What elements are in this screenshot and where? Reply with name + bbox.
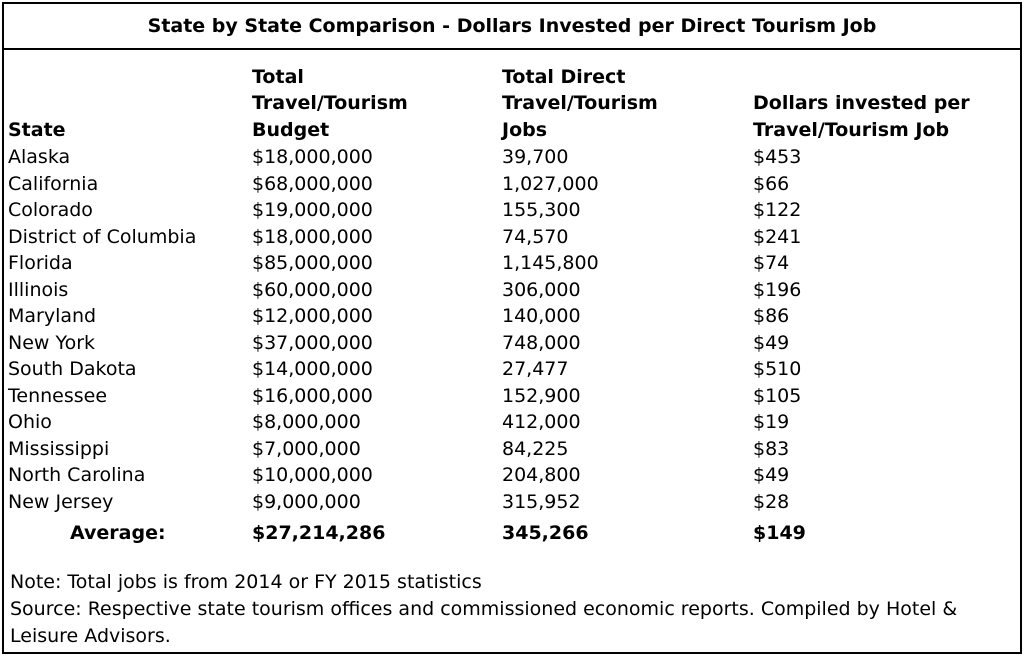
table-cell: $19 xyxy=(753,411,790,433)
table-cell: 204,800 xyxy=(502,464,581,486)
note: Source: Respective state tourism offices… xyxy=(10,598,958,647)
table-cell: Tennessee xyxy=(8,384,108,407)
table-cell: $18,000,000 xyxy=(252,225,373,248)
table-cell: $28 xyxy=(753,490,790,513)
table-cell: California xyxy=(8,172,99,195)
table-cell: 1,145,800 xyxy=(502,252,599,274)
column-header: Total Direct xyxy=(502,65,626,88)
table-cell: 140,000 xyxy=(502,305,581,327)
table-cell: $18,000,000 xyxy=(252,146,373,168)
table-cell: 74,570 xyxy=(502,225,569,248)
table-cell: New York xyxy=(8,331,96,354)
table-cell: Maryland xyxy=(8,305,97,327)
table-cell: Illinois xyxy=(8,278,69,301)
table-cell: $16,000,000 xyxy=(252,384,373,407)
note: Note: Total jobs is from 2014 or FY 2015… xyxy=(10,571,482,593)
table-cell: 27,477 xyxy=(502,358,569,380)
table-cell: $74 xyxy=(753,252,790,274)
table-cell: New Jersey xyxy=(8,490,114,513)
column-header: Travel/Tourism xyxy=(502,92,658,115)
table-cell: $19,000,000 xyxy=(252,199,373,221)
table-cell: $453 xyxy=(753,146,802,168)
table-cell: Mississippi xyxy=(8,437,110,460)
table-cell: 412,000 xyxy=(502,411,581,433)
average-cell: Average: xyxy=(70,522,166,544)
table-cell: $86 xyxy=(753,305,790,327)
table-cell: Florida xyxy=(8,252,73,274)
table-cell: $85,000,000 xyxy=(252,252,373,274)
table-cell: $68,000,000 xyxy=(252,172,373,195)
table-cell: Colorado xyxy=(8,199,93,221)
table-cell: Ohio xyxy=(8,411,52,433)
column-header: State xyxy=(8,119,66,142)
table-cell: $83 xyxy=(753,437,790,460)
table-cell: 748,000 xyxy=(502,331,581,354)
table-cell: $122 xyxy=(753,199,802,221)
table-cell: $49 xyxy=(753,331,790,354)
table-cell: 84,225 xyxy=(502,437,569,460)
column-header: Travel/Tourism xyxy=(252,92,408,115)
table-cell: District of Columbia xyxy=(8,225,197,248)
column-header: Dollars invested per xyxy=(753,92,970,115)
table-cell: $10,000,000 xyxy=(252,464,373,486)
table-cell: $12,000,000 xyxy=(252,305,373,327)
table-cell: South Dakota xyxy=(8,358,137,380)
table-cell: 155,300 xyxy=(502,199,581,221)
table-cell: North Carolina xyxy=(8,464,146,486)
table-cell: $9,000,000 xyxy=(252,490,361,513)
table-cell: $105 xyxy=(753,384,802,407)
average-cell: $27,214,286 xyxy=(252,522,386,544)
column-header: Jobs xyxy=(502,119,548,142)
table-cell: $37,000,000 xyxy=(252,331,373,354)
table-cell: $7,000,000 xyxy=(252,437,361,460)
table-cell: $196 xyxy=(753,278,802,301)
average-cell: 345,266 xyxy=(502,522,589,544)
column-header: Total xyxy=(252,65,304,88)
table-cell: $510 xyxy=(753,358,802,380)
table-cell: $49 xyxy=(753,464,790,486)
table-cell: 315,952 xyxy=(502,490,581,513)
title: State by State Comparison - Dollars Inve… xyxy=(4,4,1020,50)
average-cell: $149 xyxy=(753,522,806,544)
table-cell: $66 xyxy=(753,172,790,195)
table-cell: $8,000,000 xyxy=(252,411,361,433)
table-cell: $241 xyxy=(753,225,802,248)
column-header: Budget xyxy=(252,119,330,142)
table-cell: Alaska xyxy=(8,146,71,168)
table-cell: 306,000 xyxy=(502,278,581,301)
table-cell: $14,000,000 xyxy=(252,358,373,380)
table-cell: $60,000,000 xyxy=(252,278,373,301)
table-cell: 152,900 xyxy=(502,384,581,407)
column-header: Travel/Tourism Job xyxy=(753,119,950,142)
table-cell: 39,700 xyxy=(502,146,569,168)
table-cell: 1,027,000 xyxy=(502,172,599,195)
